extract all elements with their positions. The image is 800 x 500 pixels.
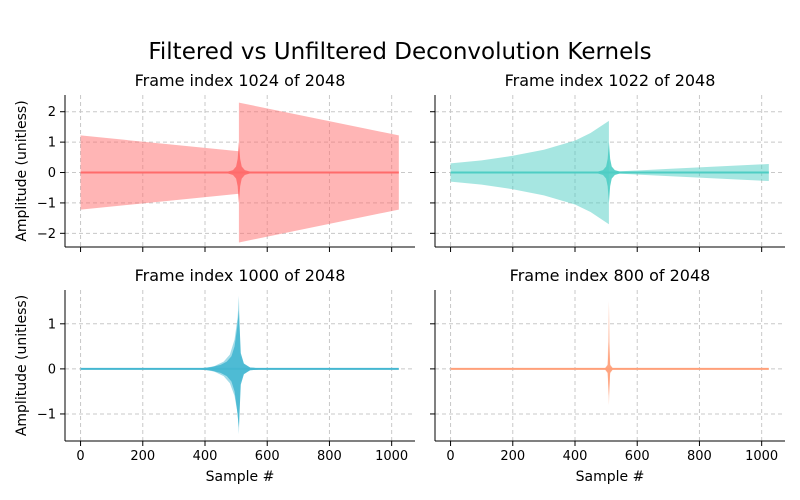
- x-tick-label: 400: [193, 449, 218, 464]
- x-axis-label: Sample #: [576, 469, 645, 485]
- subplot-4: 0 200 400 600 800 1000 Frame index 800 of 2048…: [430, 266, 785, 485]
- x-tick-label: 400: [563, 449, 588, 464]
- x-tick-label: 800: [317, 449, 342, 464]
- subplot-title: Frame index 1000 of 2048: [135, 266, 346, 285]
- subplot-title: Frame index 800 of 2048: [510, 266, 711, 285]
- y-tick-label: 0: [48, 166, 56, 181]
- x-tick-label: 0: [76, 449, 84, 464]
- x-tick-label: 200: [130, 449, 155, 464]
- subplot-3: 0 200 400 600 800 1000 −1 0 1 Frame index 1000 of…: [14, 266, 415, 485]
- figure-title: Filtered vs Unfiltered Deconvolution Ker…: [148, 39, 651, 65]
- y-tick-label: 0: [48, 362, 56, 377]
- x-tick-label: 1000: [375, 449, 408, 464]
- x-tick-label: 800: [687, 449, 712, 464]
- y-tick-label: −2: [37, 227, 56, 242]
- y-tick-label: −1: [37, 196, 56, 211]
- y-axis-label: Amplitude (unitless): [14, 100, 30, 241]
- subplot-2: Frame index 1022 of 2048: [430, 71, 785, 252]
- y-tick-label: 2: [48, 105, 56, 120]
- x-tick-label: 0: [446, 449, 454, 464]
- subplot-title: Frame index 1022 of 2048: [505, 71, 716, 90]
- x-axis-label: Sample #: [206, 469, 275, 485]
- x-tick-label: 600: [625, 449, 650, 464]
- subplot-1: −2 −1 0 1 2 Frame index 1024 of 2048 Amplitude…: [14, 71, 415, 252]
- x-tick-label: 600: [255, 449, 280, 464]
- subplot-title: Frame index 1024 of 2048: [135, 71, 346, 90]
- x-tick-label: 200: [500, 449, 525, 464]
- series-envelope: [450, 301, 769, 405]
- x-tick-label: 1000: [745, 449, 778, 464]
- y-axis-label: Amplitude (unitless): [14, 295, 30, 436]
- y-tick-label: −1: [37, 407, 56, 422]
- y-tick-label: 1: [48, 136, 56, 151]
- y-tick-label: 1: [48, 317, 56, 332]
